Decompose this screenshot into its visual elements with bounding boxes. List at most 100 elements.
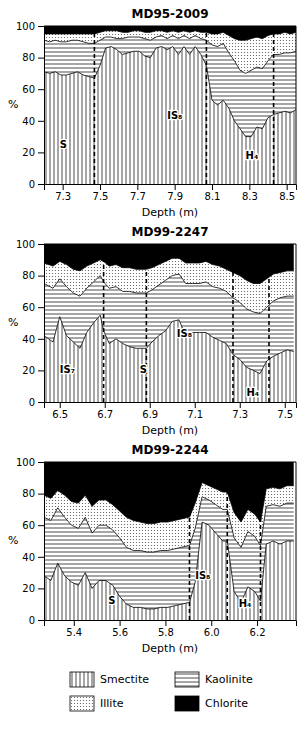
tick-mark <box>38 525 44 526</box>
tick-mark <box>137 184 138 190</box>
tick: 7.9 <box>167 184 183 202</box>
tick: 7.7 <box>130 184 146 202</box>
tick: 7.3 <box>232 402 248 420</box>
tick: 20 <box>22 583 44 594</box>
boundary-line <box>44 315 294 373</box>
tick-label: 8.1 <box>205 191 221 202</box>
axis-domain <box>45 185 297 191</box>
tick-mark <box>38 370 44 371</box>
tick-label: 80 <box>22 488 35 499</box>
panel: 5.45.65.86.06.2020406080100SIS₈H₄MD99-22… <box>8 443 297 655</box>
chart-container: 7.37.57.77.98.18.38.5020406080100SIS₈H₄M… <box>0 0 306 751</box>
tick-label: 6.7 <box>97 409 113 420</box>
x-axis-title: Depth (m) <box>142 642 198 655</box>
legend-label: Illite <box>100 697 124 710</box>
legend-item: Smectite <box>70 672 149 687</box>
annotation: IS₈ <box>167 110 182 121</box>
tick: 6.9 <box>142 402 158 420</box>
tick-mark <box>100 184 101 190</box>
tick-label: 100 <box>16 21 35 32</box>
dashed-vline <box>94 26 96 184</box>
tick-label: 40 <box>22 334 35 345</box>
tick-mark <box>38 339 44 340</box>
tick-mark <box>60 402 61 408</box>
tick: 0 <box>29 615 44 626</box>
axis-domain <box>45 621 297 627</box>
tick-label: 8.3 <box>242 191 258 202</box>
tick-mark <box>38 152 44 153</box>
chart-title: MD99-2244 <box>132 443 209 457</box>
tick-label: 0 <box>29 397 35 408</box>
dashed-vline <box>189 462 191 620</box>
tick-label: 20 <box>22 365 35 376</box>
annotation: S <box>60 139 67 150</box>
tick-label: 7.5 <box>277 409 293 420</box>
legend-label: Chlorite <box>205 697 248 710</box>
dashed-vline <box>268 244 270 402</box>
annotations: SIS₈H₄ <box>108 570 251 609</box>
legend-item: Kaolinite <box>175 672 253 687</box>
mineral-area <box>44 31 296 74</box>
chart-title: MD99-2247 <box>132 225 209 239</box>
tick: 80 <box>22 270 44 281</box>
annotation: H₄ <box>246 150 259 161</box>
tick-mark <box>38 121 44 122</box>
tick-label: 80 <box>22 270 35 281</box>
plot-area <box>44 26 296 184</box>
tick-mark <box>38 557 44 558</box>
tick-mark <box>150 402 151 408</box>
tick-label: 7.7 <box>130 191 146 202</box>
annotations: IS₇SIS₈H₄ <box>60 328 260 397</box>
tick: 7.5 <box>93 184 109 202</box>
legend-label: Smectite <box>100 673 149 686</box>
x-axis: 7.37.57.77.98.18.38.5 <box>45 184 297 202</box>
tick-mark <box>38 89 44 90</box>
tick: 80 <box>22 488 44 499</box>
tick: 60 <box>22 520 44 531</box>
annotation: IS₈ <box>177 328 192 339</box>
tick-label: 5.4 <box>66 627 82 638</box>
tick-mark <box>287 184 288 190</box>
dashed-vline <box>206 26 208 184</box>
frame-line <box>296 462 297 620</box>
tick: 5.8 <box>158 620 174 638</box>
tick-label: 20 <box>22 583 35 594</box>
tick-label: 60 <box>22 84 35 95</box>
tick: 7.5 <box>277 402 293 420</box>
tick-mark <box>38 462 44 463</box>
plot-area <box>44 462 294 620</box>
tick-label: 0 <box>29 179 35 190</box>
y-axis-title: % <box>8 316 18 329</box>
boundary-line <box>44 274 294 314</box>
tick-mark <box>38 26 44 27</box>
dashed-vline <box>226 462 228 620</box>
tick-mark <box>175 184 176 190</box>
tick: 6.7 <box>97 402 113 420</box>
tick-mark <box>38 588 44 589</box>
tick-label: 5.8 <box>158 627 174 638</box>
tick-mark <box>74 620 75 626</box>
tick-label: 7.5 <box>93 191 109 202</box>
tick: 6.0 <box>204 620 220 638</box>
tick-label: 100 <box>16 457 35 468</box>
dashed-vline <box>103 244 105 402</box>
top-line <box>44 462 296 463</box>
tick-label: 7.1 <box>187 409 203 420</box>
boundary-line <box>44 47 296 137</box>
tick-label: 6.5 <box>52 409 68 420</box>
tick-label: 0 <box>29 615 35 626</box>
tick: 8.1 <box>205 184 221 202</box>
boundary-line <box>44 483 294 524</box>
tick: 100 <box>16 239 44 250</box>
tick-mark <box>249 184 250 190</box>
tick: 20 <box>22 147 44 158</box>
panel: 7.37.57.77.98.18.38.5020406080100SIS₈H₄M… <box>8 7 297 219</box>
tick: 20 <box>22 365 44 376</box>
tick-label: 6.2 <box>250 627 266 638</box>
tick-label: 60 <box>22 302 35 313</box>
annotation: H₄ <box>247 387 260 398</box>
tick: 5.4 <box>66 620 82 638</box>
tick-mark <box>212 184 213 190</box>
tick-label: 40 <box>22 552 35 563</box>
tick: 7.3 <box>55 184 71 202</box>
